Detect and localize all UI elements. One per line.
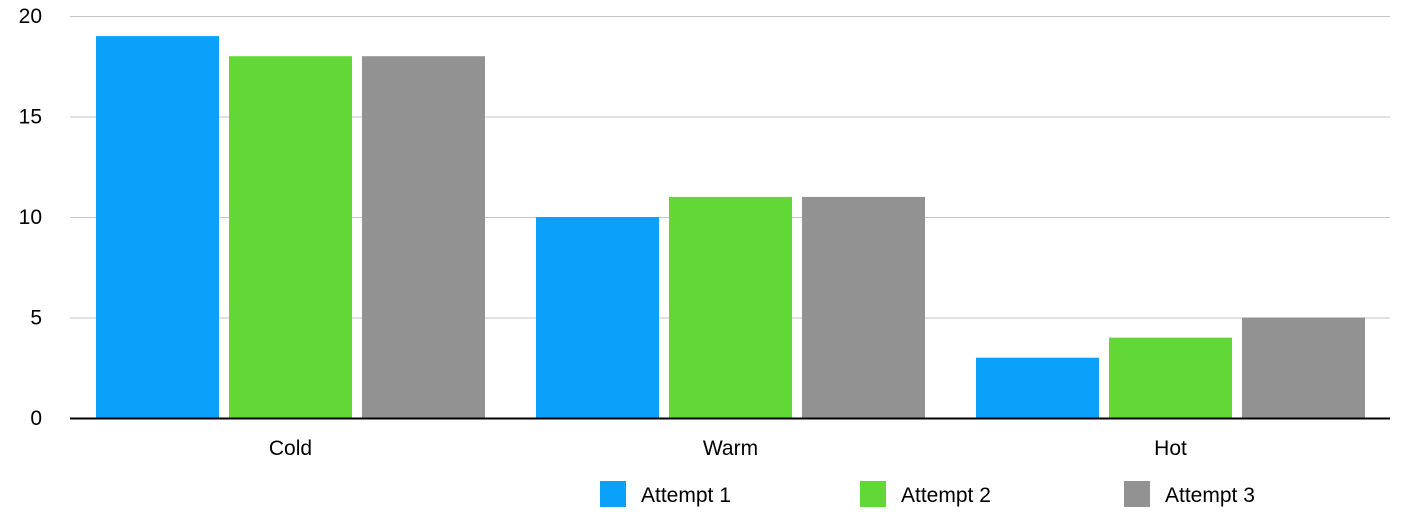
legend-item: Attempt 1: [600, 481, 731, 507]
bar-cold-2: [229, 56, 352, 418]
bar-warm-3: [802, 196, 925, 418]
legend-label: Attempt 2: [901, 484, 991, 507]
x-axis-labels: Cold Warm Hot: [269, 437, 1187, 460]
legend-label: Attempt 3: [1165, 484, 1255, 507]
legend-label: Attempt 1: [641, 484, 731, 507]
bar-hot-3: [1242, 317, 1365, 418]
legend-item: Attempt 3: [1124, 481, 1255, 507]
legend-swatch: [600, 481, 626, 507]
legend: Attempt 1 Attempt 2 Attempt 3: [600, 481, 1255, 507]
y-tick-label: 10: [19, 206, 42, 229]
x-tick-label: Cold: [269, 437, 312, 460]
x-tick-label: Warm: [703, 437, 758, 460]
bar-cold-3: [362, 56, 485, 418]
y-tick-label: 0: [30, 407, 42, 430]
legend-swatch: [860, 481, 886, 507]
bar-cold-1: [96, 36, 219, 418]
bar-hot-1: [976, 357, 1099, 418]
legend-swatch: [1124, 481, 1150, 507]
y-tick-label: 5: [30, 307, 42, 330]
y-axis-ticks: 0 5 10 15 20: [19, 5, 42, 430]
bars: [96, 36, 1365, 418]
bar-warm-1: [536, 217, 659, 418]
bar-hot-2: [1109, 337, 1232, 418]
bar-warm-2: [669, 196, 792, 418]
legend-item: Attempt 2: [860, 481, 991, 507]
x-tick-label: Hot: [1154, 437, 1187, 460]
y-tick-label: 20: [19, 5, 42, 28]
y-tick-label: 15: [19, 106, 42, 129]
